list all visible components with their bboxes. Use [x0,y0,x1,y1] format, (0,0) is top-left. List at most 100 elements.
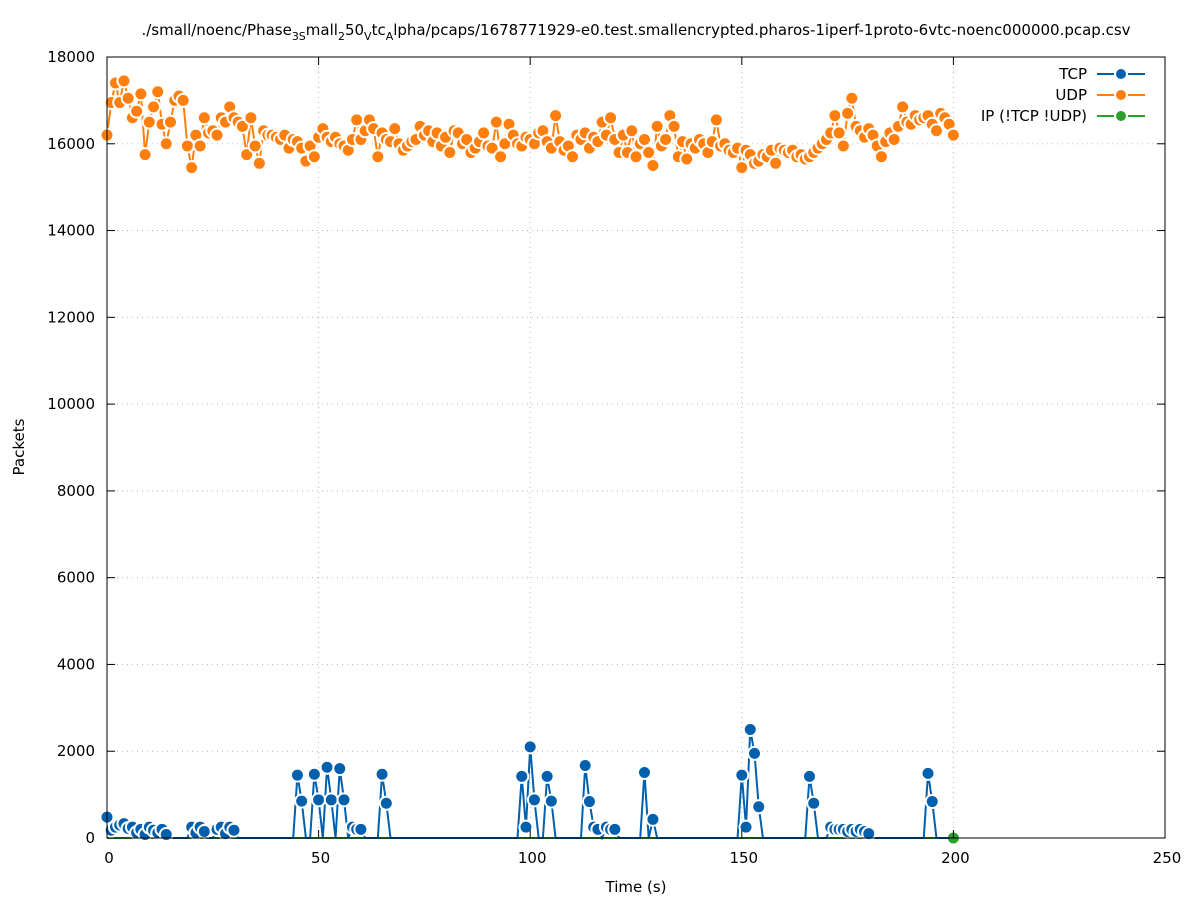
legend-marker [1114,88,1128,102]
data-point [493,149,509,165]
y-tick-label: 4000 [57,655,95,673]
data-point [120,90,136,106]
legend-label: UDP [1055,86,1087,104]
data-point [835,138,851,154]
data-point [476,125,492,141]
data-point [945,127,961,143]
data-point [658,131,674,147]
data-point [886,131,902,147]
y-tick-label: 16000 [47,135,95,153]
data-point [565,149,581,165]
data-point [708,112,724,128]
data-point [577,758,593,774]
data-point [175,92,191,108]
data-point [387,121,403,137]
data-point [129,103,145,119]
data-point [742,722,758,738]
data-point [196,110,212,126]
data-point [802,768,818,784]
data-point [239,147,255,163]
data-point [522,739,538,755]
data-point [336,792,352,808]
x-tick-label: 100 [518,849,547,867]
data-point [539,768,555,784]
y-tick-label: 10000 [47,395,95,413]
data-point [636,131,652,147]
data-point [306,149,322,165]
data-point [768,155,784,171]
data-point [844,90,860,106]
data-point [831,125,847,141]
data-point [332,761,348,777]
data-point [289,767,305,783]
data-point [624,123,640,139]
data-point [920,765,936,781]
data-point [861,826,877,842]
data-point [840,105,856,121]
data-point [806,795,822,811]
data-point [294,793,310,809]
legend-marker [1114,67,1128,81]
data-point [514,768,530,784]
data-point [319,759,335,775]
data-point [734,160,750,176]
data-point [645,157,661,173]
data-point [370,149,386,165]
data-point [196,823,212,839]
data-point [581,794,597,810]
data-point [827,108,843,124]
data-point [374,766,390,782]
x-tick-label: 250 [1153,849,1182,867]
data-point [649,118,665,134]
data-point [378,795,394,811]
data-point [518,819,534,835]
data-point [442,144,458,160]
y-tick-label: 6000 [57,569,95,587]
data-point [645,811,661,827]
data-point [137,147,153,163]
data-point [746,745,762,761]
x-tick-label: 150 [729,849,758,867]
series-layer [99,73,961,846]
data-point [251,155,267,171]
data-point [488,114,504,130]
y-tick-label: 14000 [47,222,95,240]
data-point [603,110,619,126]
grid [107,57,1165,838]
y-tick-label: 2000 [57,742,95,760]
data-point [146,99,162,115]
data-point [873,149,889,165]
data-point [243,110,259,126]
data-point [158,136,174,152]
data-point [628,149,644,165]
chart-title: ./small/noenc/Phase3Small250VtcAlpha/pca… [141,21,1130,43]
y-axis-label: Packets [10,418,28,475]
y-tick-label: 18000 [47,48,95,66]
data-point [141,114,157,130]
data-point [751,799,767,815]
legend-marker [1114,109,1128,123]
data-point [484,140,500,156]
data-point [636,764,652,780]
data-point [738,819,754,835]
data-point [226,822,242,838]
data-point [323,792,339,808]
data-point [526,792,542,808]
x-tick-label: 0 [104,849,114,867]
data-point [247,138,263,154]
x-tick-label: 50 [311,849,330,867]
y-tick-label: 0 [85,829,95,847]
data-point [306,766,322,782]
data-point [734,767,750,783]
data-point [548,108,564,124]
data-point [924,794,940,810]
legend-label: TCP [1058,65,1087,83]
x-tick-label: 200 [941,849,970,867]
data-point [192,138,208,154]
data-point [184,160,200,176]
data-point [116,73,132,89]
series-tcp [99,722,950,843]
data-point [311,792,327,808]
data-point [133,86,149,102]
